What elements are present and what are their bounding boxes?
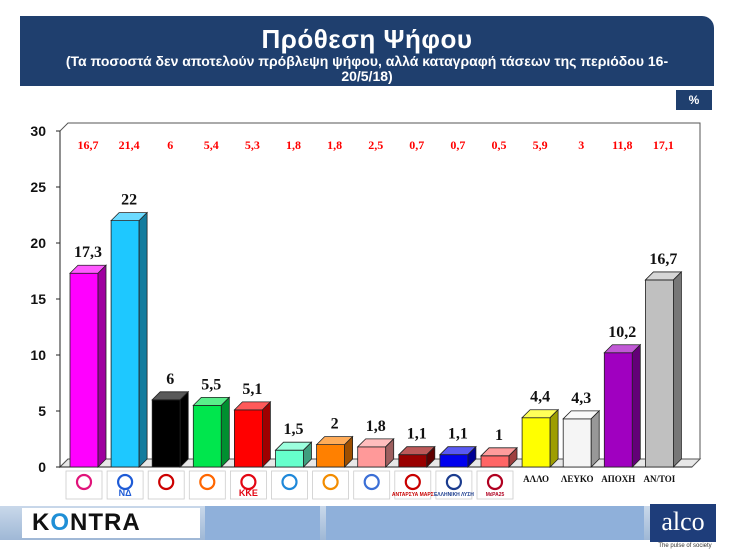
previous-value-label: 2,5 <box>368 138 383 152</box>
party-logo-text: ΚΚΕ <box>239 488 258 498</box>
bar-side <box>138 211 148 468</box>
previous-value-label: 0,7 <box>409 138 424 152</box>
category-label: ΑΠΟΧΗ <box>601 474 635 484</box>
bar <box>192 404 222 468</box>
bar-side <box>673 270 682 468</box>
bar-side <box>344 435 354 468</box>
bar <box>110 220 140 468</box>
y-tick-label: 20 <box>30 235 46 251</box>
data-label: 1,1 <box>407 426 427 443</box>
bar-side <box>590 409 600 468</box>
footer-bar: KONTRA alco The pulse of society <box>0 500 735 557</box>
data-label: 1,8 <box>366 418 386 435</box>
party-logo-emblem <box>486 473 504 491</box>
bar-side <box>179 390 189 468</box>
bar <box>357 446 387 468</box>
bar <box>398 454 428 468</box>
unit-badge: % <box>676 90 712 110</box>
bar <box>233 409 263 468</box>
party-logo-emblem <box>116 473 134 491</box>
data-label: 22 <box>121 192 137 209</box>
bar <box>562 418 592 468</box>
vote-intention-chart: 0 5 10 15 20 25 30 17,3 16,7 22 21,4 ΝΔ 6 6 5,5 5,4 5,1 5… <box>30 122 702 500</box>
party-logo-emblem <box>445 473 462 491</box>
data-label: 5,1 <box>242 381 262 398</box>
previous-value-label: 5,9 <box>533 138 548 152</box>
alco-tagline: The pulse of society <box>658 543 712 549</box>
bar-side <box>426 445 436 468</box>
kontra-logo: KONTRA <box>22 508 200 538</box>
y-tick-label: 25 <box>30 179 46 195</box>
data-label: 10,2 <box>608 324 636 341</box>
data-label: 16,7 <box>649 251 677 268</box>
party-logo-text: ΜέΡΑ25 <box>486 492 505 498</box>
party-logo-emblem <box>158 473 175 491</box>
party-logo-emblem <box>240 473 257 491</box>
data-label: 5,5 <box>201 376 221 393</box>
y-tick-label: 15 <box>30 291 46 307</box>
previous-value-label: 5,3 <box>245 138 260 152</box>
previous-value-label: 21,4 <box>119 138 140 152</box>
previous-value-label: 17,1 <box>653 138 674 152</box>
data-label: 2 <box>331 416 339 433</box>
footer-segment <box>326 506 644 540</box>
party-logo-emblem <box>363 473 380 491</box>
bar-side <box>261 400 271 468</box>
bar <box>316 444 346 468</box>
bar-side <box>549 408 559 468</box>
party-logo-emblem <box>322 473 339 491</box>
data-label: 1 <box>495 427 503 444</box>
bar-side <box>97 264 107 468</box>
bar-side <box>303 441 312 468</box>
bar <box>480 455 510 468</box>
data-label: 4,4 <box>530 389 550 406</box>
data-label: 6 <box>166 371 174 388</box>
party-logo-text: ΝΔ <box>119 488 132 498</box>
category-label: ΑΝ/ΤΟΙ <box>643 474 675 484</box>
party-logo-text: ΕΛΛΗΝΙΚΗ ΛΥΣΗ <box>434 492 474 498</box>
bar <box>645 279 674 468</box>
data-label: 1,1 <box>448 426 468 443</box>
previous-value-label: 1,8 <box>327 138 342 152</box>
y-tick-label: 10 <box>30 347 46 363</box>
y-tick-label: 5 <box>38 403 46 419</box>
party-logo-emblem <box>75 473 93 491</box>
bar <box>521 417 551 468</box>
previous-value-label: 5,4 <box>204 138 219 152</box>
y-tick-label: 0 <box>38 459 46 475</box>
bar-side <box>220 396 230 468</box>
bar <box>603 352 633 468</box>
category-label: ΑΛΛΟ <box>523 474 549 484</box>
party-logo-emblem <box>199 473 216 491</box>
bar-side <box>508 446 518 468</box>
bar-side <box>631 343 641 468</box>
bar-side <box>385 437 395 468</box>
data-label: 17,3 <box>74 244 102 261</box>
footer-segment <box>205 506 320 540</box>
previous-value-label: 6 <box>167 138 173 152</box>
party-logo-emblem <box>404 473 421 491</box>
chart-subtitle: (Τα ποσοστά δεν αποτελούν πρόβλεψη ψήφου… <box>65 53 669 84</box>
previous-value-label: 0,5 <box>492 138 507 152</box>
previous-value-label: 3 <box>578 138 584 152</box>
previous-value-label: 0,7 <box>450 138 465 152</box>
previous-value-label: 1,8 <box>286 138 301 152</box>
category-label: ΛΕΥΚΟ <box>561 474 594 484</box>
bar <box>151 399 181 468</box>
bar <box>439 454 469 468</box>
previous-value-label: 11,8 <box>612 138 632 152</box>
previous-value-label: 16,7 <box>78 138 99 152</box>
bar <box>275 449 304 468</box>
chart-title: Πρόθεση Ψήφου <box>261 24 473 54</box>
party-logo-emblem <box>281 473 298 491</box>
alco-logo: alco <box>650 504 716 542</box>
bar-side <box>467 445 477 468</box>
bar <box>69 272 99 468</box>
y-tick-label: 30 <box>30 123 46 139</box>
data-label: 1,5 <box>284 421 304 438</box>
party-logo-text: ΑΝΤΑΡΣΥΑ ΜΑΡΣ <box>392 492 434 498</box>
data-label: 4,3 <box>571 390 591 407</box>
chart-header: Πρόθεση Ψήφου (Τα ποσοστά δεν αποτελούν … <box>20 16 714 86</box>
